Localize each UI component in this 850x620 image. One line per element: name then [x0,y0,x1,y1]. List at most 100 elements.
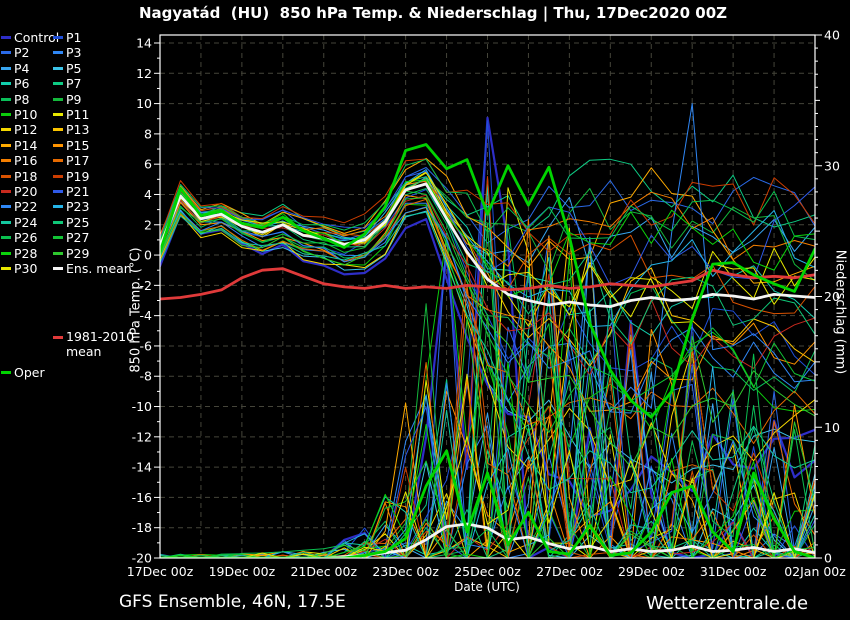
legend-item-p25-label: P25 [66,214,90,230]
legend-item-p1: P1 [53,30,82,45]
temp-tick-label: -8 [140,369,153,384]
member-precip-line-p11 [160,187,815,558]
member-temp-line-p20 [160,194,815,376]
legend-item-p6-swatch [1,82,11,86]
legend-item-p18: P18 [1,169,37,184]
temp-tick-label: -18 [132,520,152,535]
legend-item-p29-label: P29 [66,245,90,261]
legend-item-p21-swatch [53,190,63,193]
legend-item-p30: P30 [1,261,37,276]
legend-item-p5-swatch [53,66,63,70]
member-precip-line-p28 [160,255,815,558]
date-tick-label: 21Dec 00z [290,564,357,579]
temp-tick-label: -12 [132,429,152,444]
legend-item-p30-swatch [1,267,11,270]
date-tick-label: 17Dec 00z [127,564,194,579]
legend-item-control-swatch [1,36,11,39]
legend-item-p2-label: P2 [14,45,30,61]
legend-item-oper: Oper [1,365,45,380]
temp-tick-label: -6 [140,338,153,353]
legend-item-p20-label: P20 [14,184,38,199]
legend-item-climate-mean: 1981-2010 mean [53,329,135,359]
legend-item-p6-label: P6 [14,76,30,92]
legend-item-p25-swatch [53,220,63,224]
legend-item-climate-mean-label: 1981-2010 mean [66,329,135,359]
temp-tick-label: -16 [132,490,152,505]
legend-item-p27-label: P27 [66,230,90,246]
legend-item-oper-swatch [1,371,11,374]
legend-item-p9-label: P9 [66,91,82,107]
member-temp-line-p3 [160,200,815,414]
temp-tick-label: -4 [140,308,153,323]
legend-item-p24: P24 [1,215,37,230]
precip-tick-label: 30 [824,158,840,173]
legend-item-climate-mean-swatch [53,336,63,339]
legend-item-p20: P20 [1,184,37,199]
legend-item-p14-label: P14 [14,137,38,153]
legend-item-p4-label: P4 [14,60,30,76]
legend-item-p26-swatch [1,236,11,240]
legend-item-p30-label: P30 [14,261,38,276]
temp-tick-label: 6 [144,157,152,172]
legend-item-p19: P19 [53,169,89,184]
y-axis-label-precipitation: Niederschlag (mm) [832,249,848,375]
legend-item-p18-swatch [1,174,11,178]
footer-site-name: Wetterzentrale.de [646,593,809,614]
legend-item-p4-swatch [1,66,11,70]
member-precip-line-p25 [160,267,815,558]
legend-item-p17-label: P17 [66,153,90,169]
legend-item-p7-swatch [53,82,63,86]
legend-item-p7: P7 [53,76,82,91]
legend-item-p10-label: P10 [14,107,38,122]
legend-item-p3-label: P3 [66,45,82,61]
x-axis-label-date: Date (UTC) [454,580,520,594]
legend-item-p14-swatch [1,143,11,147]
date-tick-label: 23Dec 00z [372,564,439,579]
date-tick-label: 29Dec 00z [618,564,685,579]
precip-tick-label: 10 [824,420,840,435]
legend-item-p7-label: P7 [66,76,82,92]
temp-tick-label: 2 [144,217,152,232]
legend-item-p8: P8 [1,92,30,107]
legend-item-p22-swatch [1,205,11,209]
date-tick-label: 27Dec 00z [536,564,603,579]
legend-item-p14: P14 [1,138,37,153]
legend-item-p3-swatch [53,51,63,55]
legend-item-p23: P23 [53,199,89,214]
legend-item-p16-label: P16 [14,153,38,169]
member-temp-line-p6 [160,180,815,337]
member-precip-line-p20 [160,273,815,558]
operational-precip-line [160,449,815,558]
temp-tick-label: 4 [144,187,152,202]
member-precip-line-p24 [160,389,815,558]
legend-item-p18-label: P18 [14,168,38,184]
ensemble-mean-temp-line [160,182,815,309]
climate-mean-temp-line [160,267,815,301]
temp-tick-label: -14 [132,460,152,475]
legend-item-p11: P11 [53,107,89,122]
precip-tick-label: 20 [824,289,840,304]
legend-item-ens-mean-label: Ens. mean [66,261,132,276]
legend-item-p19-label: P19 [66,168,90,184]
legend-item-p12-label: P12 [14,122,38,138]
member-temp-line-p24 [160,211,815,494]
legend-item-p24-swatch [1,220,11,224]
legend-item-p28-swatch [1,251,11,255]
temp-tick-label: -20 [132,551,152,566]
legend-item-p17-swatch [53,159,63,163]
legend-item-p3: P3 [53,45,82,60]
legend-item-p17: P17 [53,153,89,168]
legend-item-p6: P6 [1,76,30,91]
member-temp-line-p27 [160,190,815,433]
member-temp-line-p22 [160,103,815,413]
member-precip-line-p19 [160,176,815,558]
member-temp-line-p7 [160,158,815,238]
temp-tick-label: -2 [140,278,152,293]
legend-item-p8-label: P8 [14,91,30,107]
legend-item-p23-swatch [53,205,63,209]
operational-temp-line [160,143,815,419]
legend-item-p8-swatch [1,97,11,101]
member-precip-line-p27 [160,223,815,558]
